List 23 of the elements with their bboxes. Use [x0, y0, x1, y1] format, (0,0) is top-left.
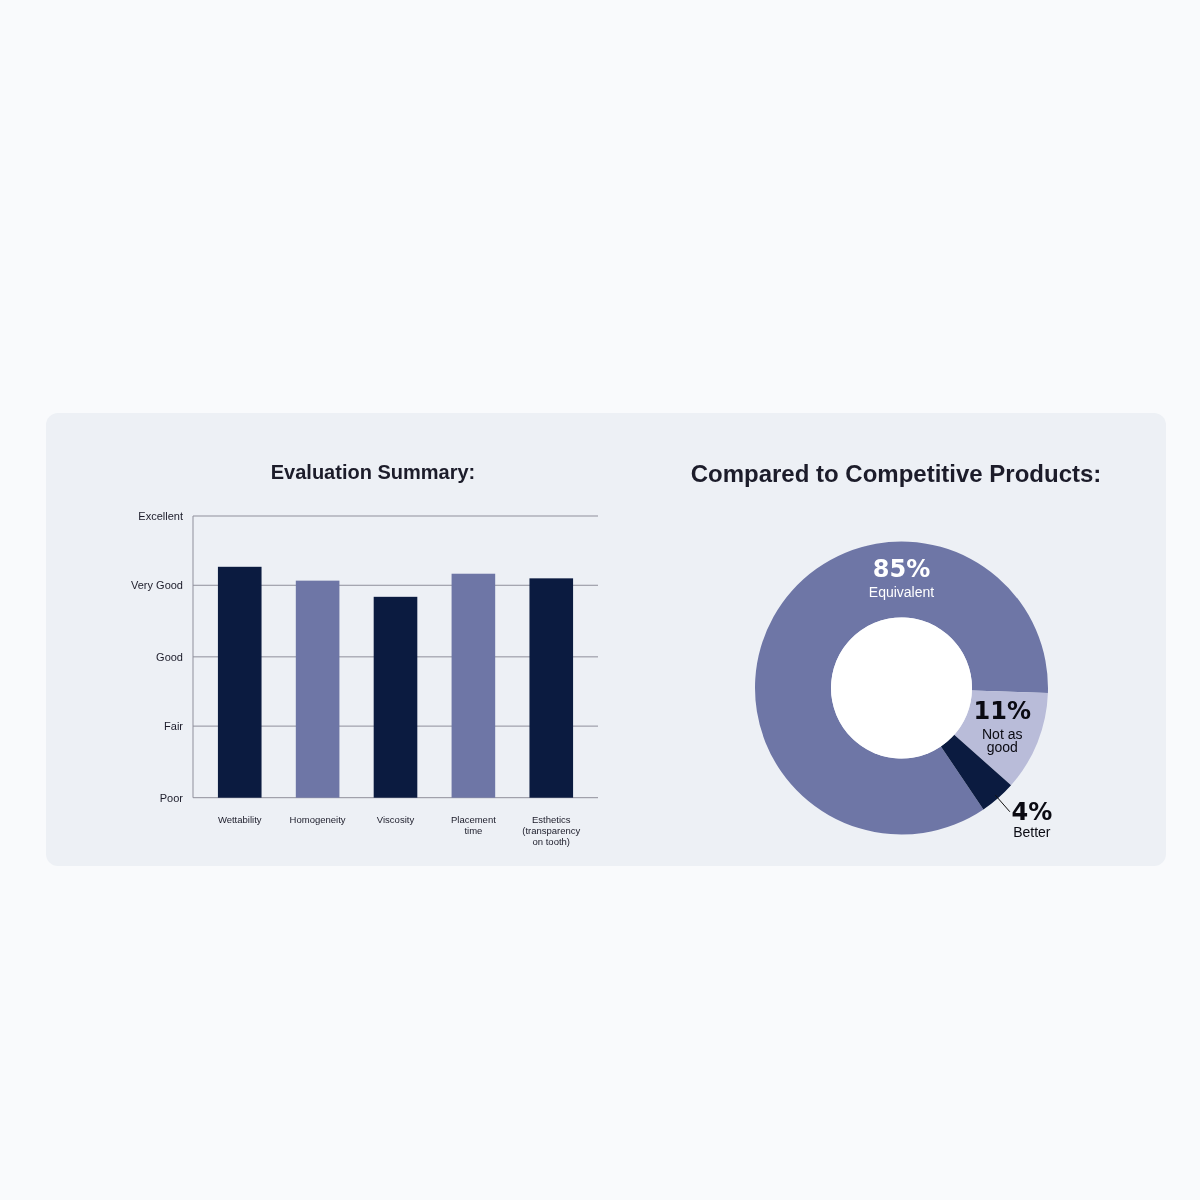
ref-line-label: Good — [156, 650, 183, 663]
x-tick-label: Placement time — [450, 813, 497, 836]
ref-line-label: Very Good — [131, 579, 183, 592]
ref-line-label: Fair — [164, 719, 184, 732]
chart-title: Evaluation Summary: — [270, 461, 476, 483]
slice-label: Equivalent — [868, 583, 935, 600]
data-label: 85% — [872, 554, 931, 583]
data-label: 11% — [973, 697, 1031, 726]
bar — [529, 578, 574, 798]
bar — [451, 573, 496, 798]
bar — [295, 580, 340, 798]
x-tick-label: Wettability — [217, 813, 262, 825]
slice-label: Not as good — [982, 726, 1023, 755]
bar — [217, 566, 262, 798]
bar — [373, 596, 418, 798]
x-tick-label: Viscosity — [376, 813, 415, 825]
data-label: 4% — [1011, 797, 1053, 826]
x-tick-label: Homogeneity — [289, 813, 346, 825]
slice-label: Better — [1013, 823, 1051, 840]
x-tick-label: Esthetics (transparency on tooth) — [522, 813, 581, 847]
ref-line-label: Poor — [159, 791, 184, 804]
ref-line-label: Excellent — [138, 509, 183, 522]
chart-title: Compared to Competitive Products: — [690, 460, 1102, 487]
